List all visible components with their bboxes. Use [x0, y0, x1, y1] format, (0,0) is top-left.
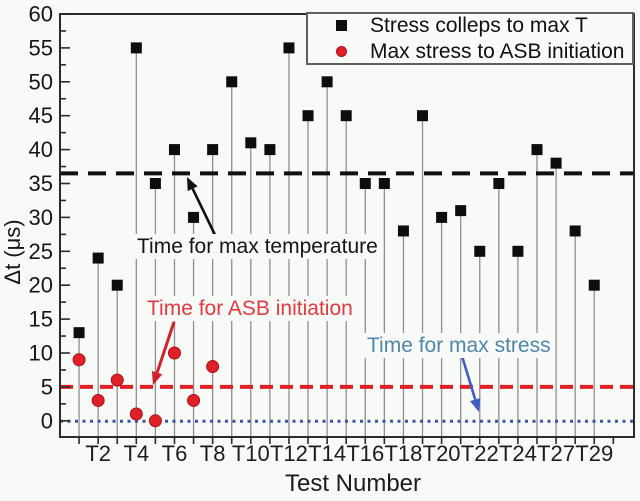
data-point-circle [187, 393, 201, 407]
x-tick-label: T12 [270, 441, 308, 466]
x-tick-label: T24 [499, 441, 537, 466]
data-point-circle [148, 414, 162, 428]
y-tick-label: 55 [29, 35, 53, 60]
x-tick-label: T20 [423, 441, 461, 466]
data-point-square [149, 178, 161, 189]
y-tick-label: 5 [41, 374, 53, 399]
data-point-circle [110, 373, 124, 387]
data-point-square [168, 144, 180, 156]
data-point-square [417, 110, 429, 122]
data-point-square [397, 225, 409, 237]
y-tick-label: 0 [41, 408, 53, 433]
data-point-square [207, 144, 219, 156]
y-tick-label: 60 [29, 2, 53, 27]
data-point-square [569, 225, 581, 237]
data-point-square [340, 110, 352, 122]
data-point-square [359, 178, 371, 189]
data-point-square [245, 137, 257, 149]
y-tick-label: 15 [29, 307, 53, 332]
data-point-square [264, 144, 276, 156]
data-point-square [130, 42, 142, 54]
data-point-square [378, 178, 390, 189]
x-tick-label: T10 [232, 441, 270, 466]
data-point-square [283, 42, 295, 54]
data-point-circle [167, 346, 181, 360]
y-axis-title: Δt (μs) [0, 219, 25, 285]
data-point-square [550, 157, 562, 169]
data-point-square [321, 76, 333, 88]
legend: Stress colleps to max T Max stress to AS… [306, 12, 634, 65]
y-tick-label: 35 [29, 171, 53, 196]
y-tick-label: 20 [29, 273, 53, 298]
y-axis: 0 5 10 15 20 25 30 35 40 45 50 55 60 [29, 2, 70, 433]
data-point-square [455, 205, 467, 217]
data-point-square [436, 211, 448, 223]
data-point-circle [72, 353, 86, 367]
x-tick-label: T14 [308, 441, 346, 466]
legend-item-label: Stress colleps to max T [370, 13, 588, 37]
y-tick-label: 50 [29, 69, 53, 94]
data-point-square [588, 279, 600, 291]
data-point-square [302, 110, 314, 122]
legend-item-max-stress-asb: Max stress to ASB initiation [308, 40, 632, 64]
y-tick-label: 25 [29, 239, 53, 264]
y-tick-label: 30 [29, 205, 53, 230]
annotation-max-stress: Time for max stress [363, 333, 555, 358]
data-point-circle [206, 360, 220, 374]
x-tick-label: T16 [346, 441, 384, 466]
data-point-square [531, 144, 543, 156]
x-tick-label: T8 [200, 441, 226, 466]
data-point-square [493, 178, 505, 189]
x-tick-label: T27 [537, 441, 575, 466]
x-tick-label: T4 [123, 441, 149, 466]
arrow-max-stress [460, 355, 481, 412]
data-point-circle [91, 393, 105, 407]
data-point-square [188, 211, 200, 223]
arrow-asb-initiation [151, 321, 176, 385]
y-tick-label: 40 [29, 137, 53, 162]
plot-frame [59, 13, 635, 438]
y-tick-label: 45 [29, 103, 53, 128]
x-axis-title: Test Number [284, 470, 422, 497]
data-point-square [92, 252, 104, 264]
x-tick-label: T2 [85, 441, 111, 466]
legend-item-stress-collapse: Stress colleps to max T [308, 14, 632, 38]
x-axis: T2 T4 T6 T8 T10 T12 T14 T16 T18 T20 T22 T24 T27 T29 [78, 437, 615, 466]
annotation-max-temperature: Time for max temperature [133, 234, 382, 259]
circle-marker-icon [324, 46, 358, 57]
annotation-asb-initiation: Time for ASB initiation [143, 296, 357, 321]
x-tick-label: T29 [575, 441, 613, 466]
data-point-square [226, 76, 238, 88]
legend-item-label: Max stress to ASB initiation [370, 39, 625, 63]
square-marker-icon [324, 20, 358, 31]
reference-lines [60, 171, 634, 423]
data-point-square [73, 327, 85, 339]
x-tick-label: T6 [162, 441, 188, 466]
x-tick-label: T22 [461, 441, 499, 466]
series-stress-collapse-points [73, 42, 600, 339]
data-point-square [474, 245, 486, 257]
x-tick-label: T18 [384, 441, 422, 466]
data-point-square [512, 245, 524, 257]
y-tick-label: 10 [29, 341, 53, 366]
series-asb-initiation-points [72, 346, 220, 428]
data-point-circle [129, 407, 143, 421]
arrow-max-temperature [187, 177, 219, 240]
data-point-square [111, 279, 123, 291]
